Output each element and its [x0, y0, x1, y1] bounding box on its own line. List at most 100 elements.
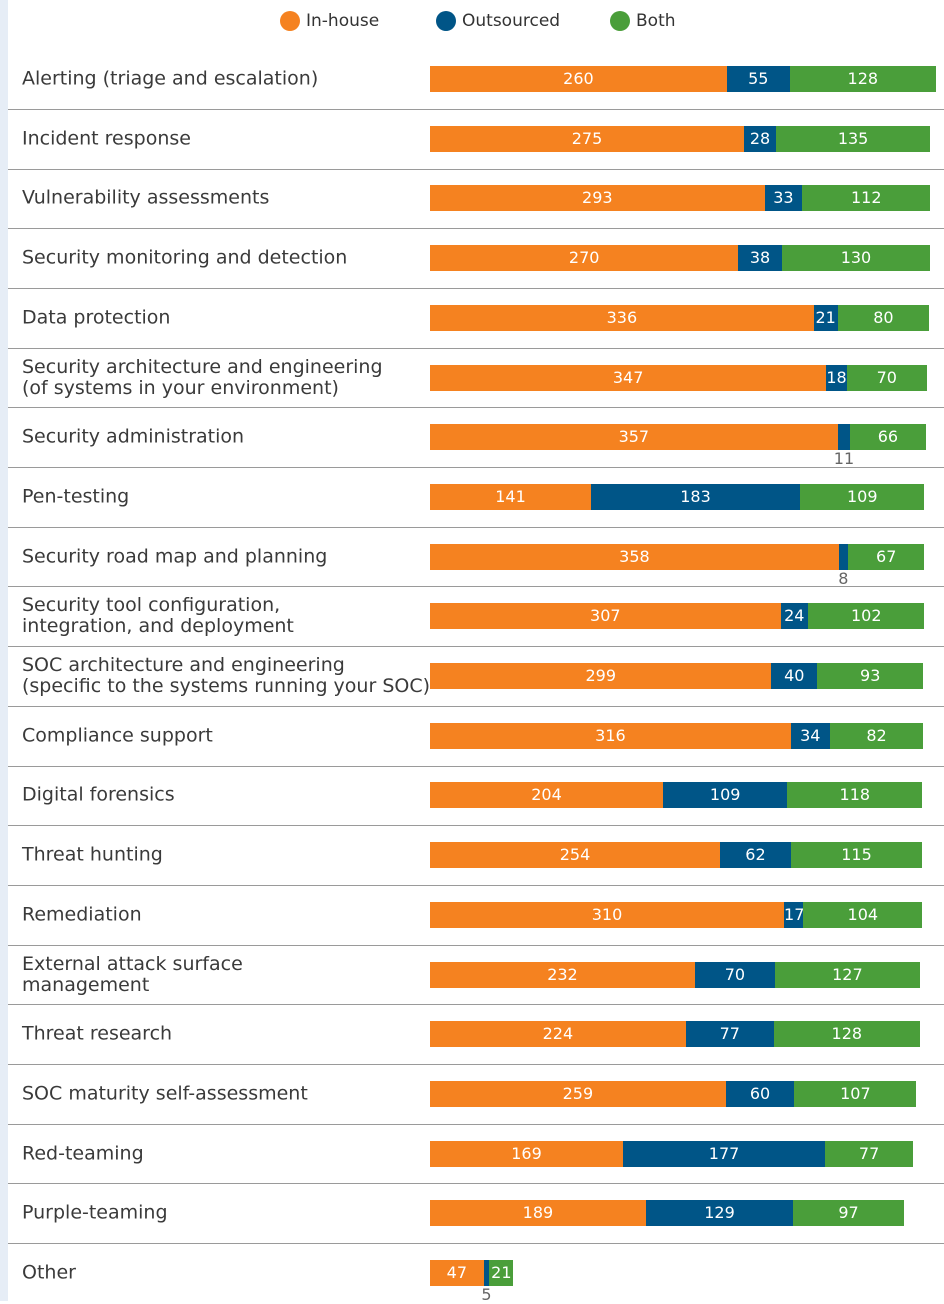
row-separator — [8, 526, 944, 528]
bar-segment — [430, 722, 791, 749]
bar-segment — [837, 304, 930, 331]
category-label: Remediation — [22, 903, 142, 926]
row-separator — [8, 646, 944, 648]
bar-segment — [430, 424, 838, 451]
category-label: Pen-testing — [22, 485, 130, 508]
category-label: Purple-teaming — [22, 1201, 168, 1224]
category-label: Compliance support — [22, 724, 213, 747]
category-label: Red-teaming — [22, 1142, 144, 1165]
row-separator — [8, 586, 944, 588]
category-label: Other — [22, 1261, 76, 1284]
value-label: 127 — [832, 964, 863, 984]
value-label: 141 — [495, 486, 526, 506]
value-label: 70 — [724, 964, 746, 984]
bar-segment — [789, 66, 936, 92]
value-label: 24 — [784, 606, 805, 626]
value-label: 107 — [840, 1083, 871, 1103]
value-label: 18 — [826, 367, 847, 387]
bar-segment — [685, 1021, 774, 1048]
value-label: 135 — [837, 128, 869, 148]
value-label: 128 — [831, 1024, 863, 1044]
value-label: 82 — [866, 725, 887, 745]
bar-segment — [813, 304, 838, 331]
category-label: Security monitoring and detection — [22, 246, 348, 269]
row-separator — [8, 1064, 944, 1066]
value-label: 130 — [840, 248, 872, 268]
value-label: 299 — [585, 666, 616, 685]
category-label: SOC architecture and engineering (specif… — [22, 654, 431, 697]
value-label: 28 — [749, 128, 771, 148]
value-label: 358 — [619, 546, 650, 566]
value-label: 169 — [511, 1143, 542, 1163]
category-label: Data protection — [22, 306, 171, 329]
bar-segment — [738, 245, 782, 272]
value-label: 70 — [876, 367, 897, 387]
bar-segment — [784, 901, 804, 928]
bar-segment — [764, 185, 803, 212]
bar-segment — [430, 543, 839, 570]
bar-segment — [430, 1260, 484, 1286]
bar-segment — [430, 185, 765, 212]
category-label: Security tool configuration, integration… — [22, 594, 294, 638]
bar-segment — [430, 782, 663, 809]
value-label: 270 — [568, 248, 600, 268]
bar-segment — [430, 961, 695, 988]
category-label: Alerting (triage and escalation) — [22, 67, 319, 90]
value-label: 77 — [719, 1024, 740, 1044]
bar-segment — [838, 543, 848, 570]
bar-segment — [645, 1200, 794, 1227]
bar-segment — [825, 1140, 914, 1167]
bar-segment — [483, 1260, 490, 1286]
bar-segment — [430, 364, 827, 391]
row-separator — [8, 1123, 944, 1125]
bar-segment — [837, 424, 851, 451]
category-label: Security administration — [22, 425, 245, 448]
value-label: 11 — [833, 449, 855, 469]
value-label: 93 — [860, 666, 881, 685]
bar-segment — [430, 1080, 726, 1107]
bar-segment — [662, 782, 788, 809]
value-label: 102 — [850, 606, 882, 626]
value-label: 232 — [547, 964, 578, 984]
bar-segment — [790, 842, 923, 869]
value-label: 115 — [841, 845, 872, 865]
bar-segment — [430, 603, 781, 630]
bar-segment — [726, 66, 790, 92]
category-label: Security road map and planning — [22, 545, 328, 568]
value-label: 129 — [704, 1203, 735, 1223]
value-label: 55 — [748, 69, 769, 88]
value-label: 40 — [784, 666, 805, 685]
bar-segment — [430, 1021, 686, 1048]
value-label: 97 — [838, 1203, 859, 1223]
bar-segment — [725, 1080, 795, 1107]
bar-segment — [430, 1140, 623, 1167]
value-label: 310 — [591, 904, 623, 924]
row-separator — [8, 705, 944, 707]
bar-segment — [829, 722, 924, 749]
value-label: 183 — [680, 486, 711, 506]
bar-segment — [780, 603, 808, 630]
bar-segment — [771, 663, 818, 689]
legend-marker — [436, 11, 456, 31]
value-label: 34 — [800, 725, 821, 745]
category-label: Digital forensics — [22, 783, 175, 806]
value-label: 8 — [838, 568, 849, 588]
legend-label: Outsourced — [462, 11, 561, 31]
bar-segment — [430, 483, 592, 510]
bar-segment — [803, 901, 923, 928]
value-label: 307 — [590, 606, 621, 626]
legend-label: In-house — [306, 11, 380, 31]
value-label: 128 — [847, 69, 879, 88]
value-label: 254 — [559, 845, 591, 865]
row-separator — [8, 467, 944, 469]
legend-marker — [280, 11, 300, 31]
bar-segment — [430, 1200, 646, 1227]
value-label: 118 — [839, 785, 871, 805]
value-label: 33 — [773, 188, 794, 208]
bar-segment — [744, 125, 777, 152]
bar-segment — [800, 483, 925, 510]
value-label: 259 — [562, 1083, 594, 1103]
value-label: 357 — [618, 427, 650, 447]
value-label: 109 — [846, 486, 878, 506]
